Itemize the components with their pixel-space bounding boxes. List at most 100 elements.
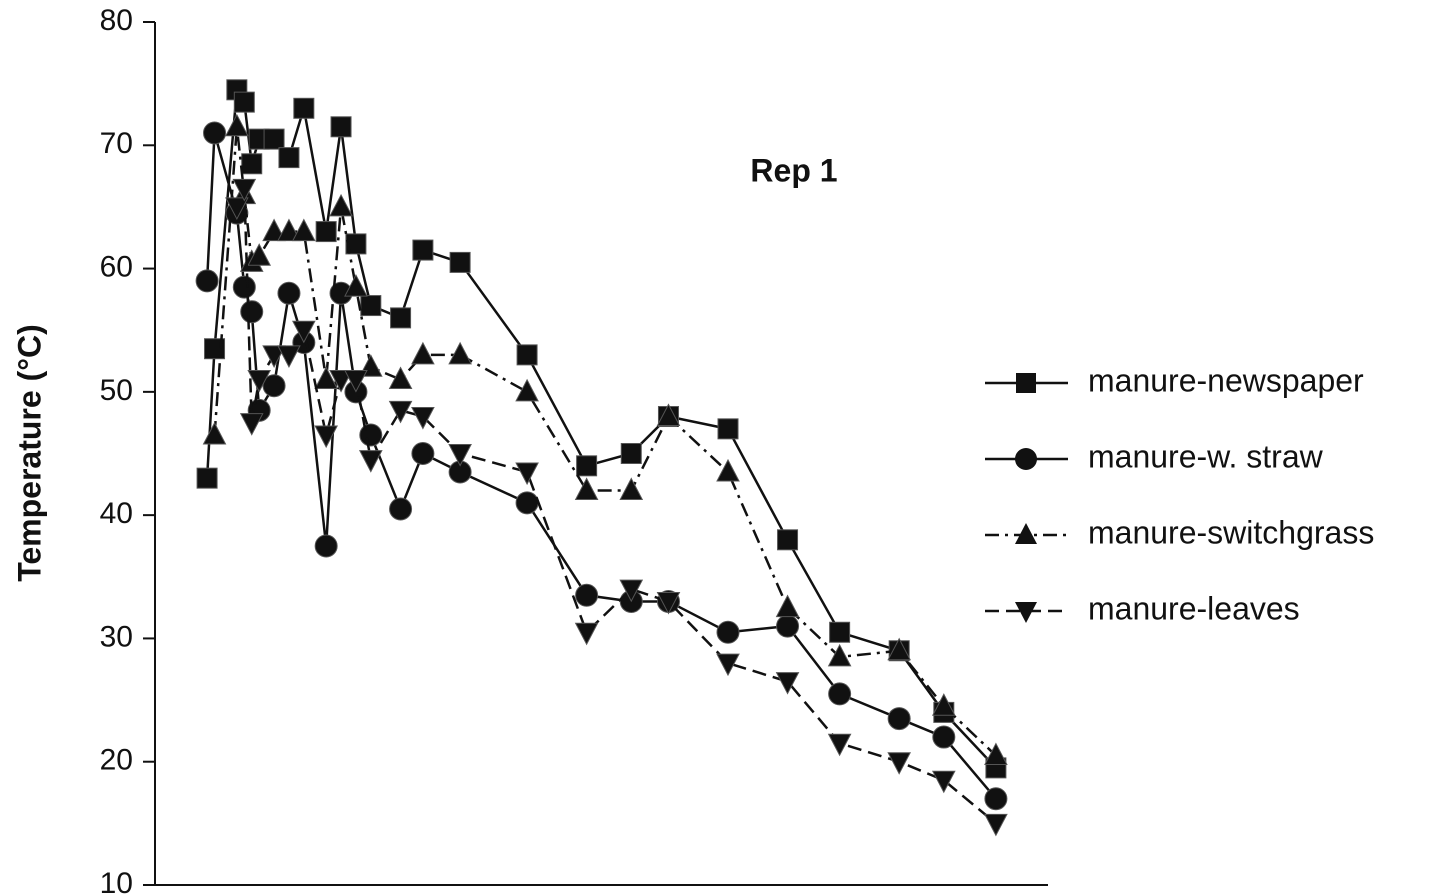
y-tick-label: 20 xyxy=(100,744,133,777)
marker xyxy=(292,218,316,242)
marker xyxy=(277,218,301,242)
y-tick-label: 60 xyxy=(100,250,133,283)
marker xyxy=(619,477,644,500)
y-tick-label: 10 xyxy=(100,867,133,895)
marker xyxy=(277,345,301,368)
marker xyxy=(240,300,264,324)
y-tick-label: 80 xyxy=(100,4,133,37)
marker xyxy=(225,197,249,221)
marker xyxy=(620,443,642,464)
marker xyxy=(777,529,799,551)
marker xyxy=(716,620,740,644)
legend-marker xyxy=(1015,448,1037,470)
marker xyxy=(448,444,472,467)
marker xyxy=(574,477,599,500)
y-tick-label: 30 xyxy=(100,620,133,653)
marker xyxy=(247,243,272,266)
legend-label: manure-newspaper xyxy=(1088,362,1364,398)
marker xyxy=(262,374,286,398)
marker xyxy=(619,579,644,603)
marker xyxy=(262,218,286,242)
marker xyxy=(203,121,227,145)
marker xyxy=(329,193,353,217)
marker xyxy=(293,97,315,119)
marker xyxy=(984,787,1008,811)
marker xyxy=(829,621,851,643)
marker xyxy=(412,239,434,261)
marker xyxy=(515,462,539,486)
marker xyxy=(345,233,367,255)
marker xyxy=(515,491,539,515)
marker xyxy=(411,407,435,430)
marker xyxy=(233,91,255,113)
legend-marker xyxy=(1016,373,1036,393)
marker xyxy=(656,591,681,615)
series-line xyxy=(235,187,997,825)
marker xyxy=(984,813,1008,837)
marker xyxy=(232,275,256,299)
marker xyxy=(887,637,911,661)
marker xyxy=(516,344,538,366)
marker xyxy=(776,614,800,638)
marker xyxy=(931,770,956,794)
legend-marker xyxy=(1015,602,1037,623)
marker xyxy=(330,116,352,138)
marker xyxy=(576,455,598,477)
marker xyxy=(887,752,911,775)
marker xyxy=(232,178,257,202)
marker xyxy=(195,269,219,293)
marker xyxy=(716,458,740,482)
y-tick-label: 70 xyxy=(100,127,133,160)
marker xyxy=(225,113,249,137)
marker xyxy=(360,295,382,317)
marker xyxy=(984,742,1008,766)
marker xyxy=(887,707,911,731)
y-axis-label: Temperature (°C) xyxy=(11,324,47,582)
marker xyxy=(775,672,800,695)
legend-label: manure-switchgrass xyxy=(1088,514,1374,550)
marker xyxy=(390,307,412,329)
marker xyxy=(277,281,301,305)
legend-label: manure-w. straw xyxy=(1088,438,1324,474)
y-tick-label: 50 xyxy=(100,374,133,407)
marker xyxy=(278,147,300,169)
marker xyxy=(449,251,471,273)
legend-label: manure-leaves xyxy=(1088,590,1300,626)
marker xyxy=(827,733,852,757)
marker xyxy=(247,370,272,393)
marker xyxy=(575,583,599,607)
marker xyxy=(359,423,383,447)
marker xyxy=(775,594,800,618)
marker xyxy=(717,418,739,440)
marker xyxy=(241,153,263,175)
legend-marker xyxy=(1015,523,1037,544)
marker xyxy=(932,725,956,749)
marker xyxy=(315,221,337,243)
marker xyxy=(292,320,316,344)
marker xyxy=(411,341,435,365)
marker xyxy=(388,366,413,390)
marker xyxy=(262,345,286,368)
marker xyxy=(196,467,218,489)
marker xyxy=(828,682,852,706)
marker xyxy=(358,450,383,473)
marker xyxy=(388,400,413,424)
marker xyxy=(827,643,852,667)
annotation: Rep 1 xyxy=(750,152,837,188)
marker xyxy=(411,442,435,465)
marker xyxy=(931,693,956,716)
marker xyxy=(314,366,338,390)
marker xyxy=(263,128,285,150)
marker xyxy=(389,497,413,521)
marker xyxy=(344,273,368,297)
marker xyxy=(239,413,264,436)
marker xyxy=(656,403,681,427)
y-tick-label: 40 xyxy=(100,497,133,530)
marker xyxy=(344,370,368,393)
marker xyxy=(202,421,227,445)
marker xyxy=(515,378,539,402)
marker xyxy=(716,653,740,677)
marker xyxy=(448,341,472,365)
marker xyxy=(329,370,353,393)
marker xyxy=(204,338,226,360)
